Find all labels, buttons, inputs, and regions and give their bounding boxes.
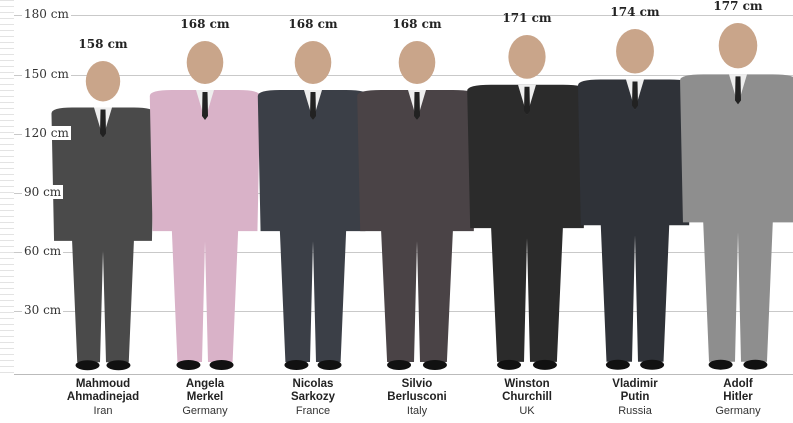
person-country: Iran [93,405,113,417]
person-figure-berlusconi [357,41,477,370]
person-country: Russia [618,405,652,417]
person-last-name: Churchill [502,391,552,403]
person-country: UK [519,405,535,417]
person-name-block: Vladimir Putin Russia [580,378,690,418]
gridline-180 [14,15,793,16]
person-country: Germany [182,405,228,417]
person-figure-ahmadinejad [51,60,155,370]
height-value-label: 168 cm [392,17,442,32]
person-last-name: Hitler [723,391,753,403]
person-figure-merkel [149,41,261,370]
y-tick-label: 180 cm [22,7,71,21]
person-name-block: Adolf Hitler Germany [683,378,793,418]
person-name-block: Angela Merkel Germany [150,378,260,418]
y-tick-label: 60 cm [22,244,64,258]
person-last-name: Ahmadinejad [66,391,140,403]
height-value-label: 177 cm [713,0,763,14]
person-first-name: Mahmoud [75,378,131,390]
person-figure-churchill [467,35,587,370]
y-tick-label: 90 cm [22,185,64,199]
person-figure-sarkozy [257,41,369,370]
y-tick-label: 150 cm [22,67,71,81]
person-last-name: Merkel [186,391,224,403]
person-name-block: Nicolas Sarkozy France [258,378,368,418]
person-country: Germany [715,405,761,417]
person-name-block: Silvio Berlusconi Italy [362,378,472,418]
person-name-block: Winston Churchill UK [472,378,582,418]
person-figure-hitler [680,23,793,370]
person-first-name: Nicolas [292,378,334,390]
person-last-name: Sarkozy [290,391,336,403]
height-value-label: 158 cm [78,36,128,51]
person-country: Italy [406,405,428,417]
height-value-label: 174 cm [610,5,660,20]
height-value-label: 171 cm [502,11,552,26]
person-last-name: Putin [620,391,650,403]
person-first-name: Winston [504,378,550,390]
y-tick-label: 120 cm [22,126,71,140]
height-value-label: 168 cm [288,17,338,32]
ruler-scale [0,0,14,375]
person-last-name: Berlusconi [387,391,447,403]
y-tick-label: 30 cm [22,303,64,317]
person-first-name: Angela [185,378,225,390]
person-first-name: Adolf [723,378,753,390]
floor-line [14,374,793,375]
height-value-label: 168 cm [180,17,230,32]
person-country: France [295,405,331,417]
person-first-name: Silvio [401,378,433,390]
person-figure-putin [577,29,693,370]
person-first-name: Vladimir [612,378,658,390]
person-name-block: Mahmoud Ahmadinejad Iran [48,378,158,418]
